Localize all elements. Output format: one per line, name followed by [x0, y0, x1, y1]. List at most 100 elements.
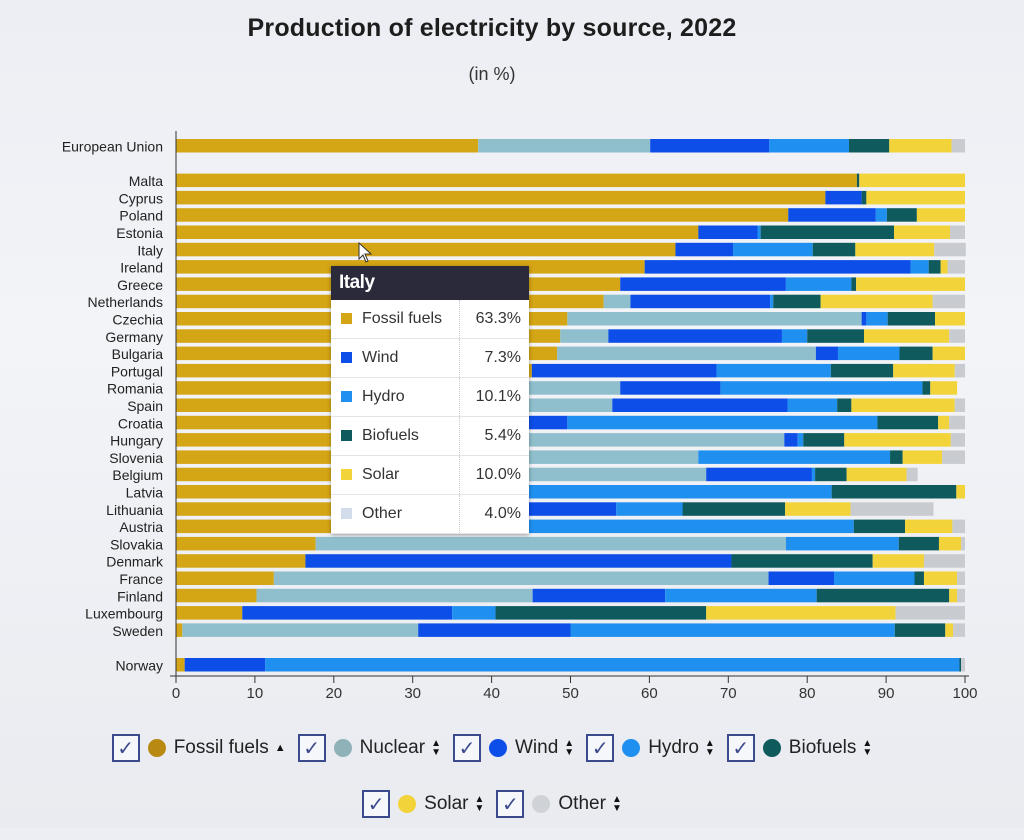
bar-segment-czechia-hydro[interactable] [866, 312, 888, 326]
bar-segment-portugal-other[interactable] [954, 363, 965, 378]
legend-checkbox[interactable]: ✓ [726, 734, 755, 762]
legend-label[interactable]: Biofuels [788, 737, 857, 758]
bar-segment-hungary-biofuels[interactable] [803, 433, 845, 447]
bar-segment-hungary-other[interactable] [950, 433, 965, 447]
bar-segment-france-fossil-fuels[interactable] [176, 571, 274, 586]
bar-segment-france-biofuels[interactable] [914, 571, 924, 586]
bar-segment-luxembourg-hydro[interactable] [452, 606, 496, 620]
bar-segment-czechia-nuclear[interactable] [567, 312, 862, 326]
bar-segment-italy-hydro[interactable] [733, 242, 813, 257]
bar-segment-slovakia-nuclear[interactable] [315, 536, 786, 551]
bar-segment-finland-biofuels[interactable] [816, 588, 950, 603]
bar-segment-germany-hydro[interactable] [781, 329, 808, 343]
bar-segment-denmark-solar[interactable] [872, 554, 924, 568]
bar-segment-bulgaria-biofuels[interactable] [899, 346, 933, 361]
bar-segment-belgium-hydro[interactable] [811, 467, 816, 482]
bar-segment-croatia-hydro[interactable] [567, 415, 878, 430]
bar-segment-denmark-fossil-fuels[interactable] [176, 554, 306, 568]
legend-checkbox[interactable]: ✓ [453, 734, 481, 762]
bar-segment-european-union-solar[interactable] [889, 139, 952, 153]
bar-segment-belgium-wind[interactable] [706, 467, 812, 482]
legend-checkbox[interactable]: ✓ [111, 734, 140, 762]
bar-segment-germany-biofuels[interactable] [807, 329, 865, 343]
bar-segment-sweden-solar[interactable] [945, 623, 954, 637]
bar-segment-germany-solar[interactable] [864, 329, 950, 343]
bar-segment-european-union-fossil-fuels[interactable] [176, 139, 479, 153]
bar-segment-france-other[interactable] [957, 571, 965, 586]
legend-label[interactable]: Other [558, 793, 606, 814]
bar-segment-luxembourg-wind[interactable] [242, 606, 453, 620]
bar-segment-czechia-solar[interactable] [935, 312, 965, 326]
bar-segment-latvia-hydro[interactable] [501, 485, 832, 499]
bar-segment-italy-wind[interactable] [675, 242, 734, 257]
bar-segment-greece-biofuels[interactable] [851, 277, 857, 291]
legend-checkbox[interactable]: ✓ [297, 734, 326, 762]
bar-segment-sweden-nuclear[interactable] [182, 623, 419, 637]
bar-segment-slovakia-hydro[interactable] [785, 536, 899, 551]
bar-segment-cyprus-wind[interactable] [825, 190, 862, 205]
bar-segment-france-wind[interactable] [768, 571, 835, 586]
bar-segment-slovenia-nuclear[interactable] [507, 450, 699, 464]
bar-segment-luxembourg-solar[interactable] [706, 606, 896, 620]
bar-segment-hungary-wind[interactable] [784, 433, 798, 447]
bar-segment-bulgaria-wind[interactable] [815, 346, 838, 361]
bar-segment-finland-solar[interactable] [949, 588, 958, 603]
legend-label[interactable]: Nuclear [359, 737, 426, 758]
bar-segment-spain-nuclear[interactable] [520, 398, 613, 413]
bar-segment-hungary-solar[interactable] [844, 433, 951, 447]
bar-segment-malta-biofuels[interactable] [856, 173, 860, 188]
bar-segment-finland-hydro[interactable] [665, 588, 817, 603]
bar-segment-finland-other[interactable] [957, 588, 965, 603]
bar-segment-cyprus-fossil-fuels[interactable] [176, 190, 826, 205]
bar-segment-lithuania-other[interactable] [850, 502, 934, 516]
bar-segment-slovakia-other[interactable] [961, 536, 965, 551]
bar-segment-france-hydro[interactable] [834, 571, 915, 586]
bar-segment-czechia-wind[interactable] [861, 312, 867, 326]
bar-segment-poland-wind[interactable] [788, 208, 876, 222]
bar-segment-netherlands-hydro[interactable] [770, 294, 774, 309]
bar-segment-spain-hydro[interactable] [787, 398, 838, 413]
bar-segment-belgium-nuclear[interactable] [491, 467, 707, 482]
bar-segment-denmark-other[interactable] [923, 554, 965, 568]
bar-segment-austria-solar[interactable] [905, 519, 953, 534]
bar-segment-spain-biofuels[interactable] [837, 398, 852, 413]
sort-toggle-icon[interactable]: ▲ ▼ [862, 738, 873, 758]
bar-segment-slovakia-biofuels[interactable] [898, 536, 939, 551]
bar-segment-italy-fossil-fuels[interactable] [176, 242, 676, 257]
bar-segment-sweden-fossil-fuels[interactable] [176, 623, 183, 637]
bar-segment-norway-wind[interactable] [184, 658, 266, 672]
bar-segment-poland-solar[interactable] [916, 208, 965, 222]
bar-segment-portugal-wind[interactable] [531, 363, 717, 378]
bar-segment-italy-other[interactable] [934, 242, 966, 257]
bar-segment-finland-wind[interactable] [532, 588, 666, 603]
bar-segment-croatia-other[interactable] [949, 415, 965, 430]
bar-segment-lithuania-hydro[interactable] [616, 502, 683, 516]
bar-segment-lithuania-solar[interactable] [785, 502, 851, 516]
bar-segment-estonia-hydro[interactable] [757, 225, 761, 240]
bar-segment-spain-solar[interactable] [851, 398, 955, 413]
bar-segment-norway-other[interactable] [961, 658, 965, 672]
bar-segment-romania-hydro[interactable] [720, 381, 923, 395]
bar-segment-european-union-hydro[interactable] [769, 139, 850, 153]
bar-segment-croatia-biofuels[interactable] [877, 415, 939, 430]
bar-segment-estonia-fossil-fuels[interactable] [176, 225, 699, 240]
bar-segment-european-union-wind[interactable] [650, 139, 770, 153]
bar-segment-sweden-wind[interactable] [418, 623, 571, 637]
bar-segment-portugal-biofuels[interactable] [830, 363, 894, 378]
bar-segment-spain-other[interactable] [954, 398, 965, 413]
bar-segment-estonia-wind[interactable] [698, 225, 758, 240]
bar-segment-estonia-other[interactable] [950, 225, 965, 240]
bar-segment-netherlands-solar[interactable] [820, 294, 933, 309]
bar-segment-slovakia-solar[interactable] [938, 536, 962, 551]
bar-segment-belgium-biofuels[interactable] [815, 467, 847, 482]
sort-toggle-icon[interactable]: ▲ ▼ [704, 738, 715, 758]
bar-segment-romania-nuclear[interactable] [523, 381, 621, 395]
bar-segment-slovenia-biofuels[interactable] [890, 450, 903, 464]
bar-segment-slovenia-hydro[interactable] [698, 450, 891, 464]
bar-segment-denmark-biofuels[interactable] [731, 554, 873, 568]
bar-segment-cyprus-biofuels[interactable] [861, 190, 867, 205]
bar-segment-sweden-other[interactable] [953, 623, 965, 637]
bar-segment-portugal-hydro[interactable] [716, 363, 831, 378]
bar-segment-austria-hydro[interactable] [429, 519, 854, 534]
bar-segment-spain-wind[interactable] [612, 398, 788, 413]
